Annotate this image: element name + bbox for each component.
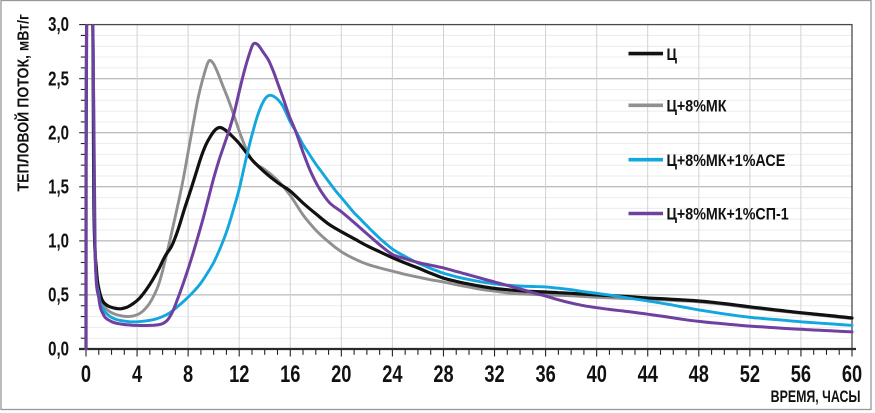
- svg-text:52: 52: [740, 361, 760, 388]
- svg-text:2,5: 2,5: [48, 67, 69, 90]
- svg-text:1,0: 1,0: [48, 229, 69, 252]
- svg-text:8: 8: [183, 361, 193, 388]
- svg-text:4: 4: [132, 361, 142, 388]
- svg-text:1,5: 1,5: [48, 175, 69, 198]
- svg-text:24: 24: [382, 361, 402, 388]
- svg-text:Ц+8%МК: Ц+8%МК: [667, 97, 727, 115]
- svg-text:56: 56: [791, 361, 811, 388]
- svg-text:ВРЕМЯ, ЧАСЫ: ВРЕМЯ, ЧАСЫ: [771, 388, 861, 406]
- svg-text:12: 12: [229, 361, 249, 388]
- svg-text:Ц+8%МК+1%АСЕ: Ц+8%МК+1%АСЕ: [667, 152, 786, 170]
- svg-text:ТЕПЛОВОЙ ПОТОК, мВт/г: ТЕПЛОВОЙ ПОТОК, мВт/г: [14, 14, 33, 191]
- svg-text:3,0: 3,0: [48, 13, 69, 36]
- svg-text:0,5: 0,5: [48, 283, 69, 306]
- svg-text:48: 48: [689, 361, 709, 388]
- svg-text:0,0: 0,0: [48, 337, 69, 360]
- svg-text:16: 16: [280, 361, 300, 388]
- svg-text:Ц: Ц: [667, 46, 678, 64]
- svg-text:0: 0: [81, 361, 91, 388]
- svg-text:32: 32: [484, 361, 504, 388]
- svg-text:28: 28: [433, 361, 453, 388]
- svg-text:44: 44: [638, 361, 658, 388]
- svg-text:36: 36: [535, 361, 555, 388]
- svg-text:40: 40: [587, 361, 607, 388]
- svg-text:2,0: 2,0: [48, 121, 69, 144]
- svg-text:Ц+8%МК+1%СП-1: Ц+8%МК+1%СП-1: [667, 206, 789, 224]
- svg-text:20: 20: [331, 361, 351, 388]
- svg-text:60: 60: [842, 361, 862, 388]
